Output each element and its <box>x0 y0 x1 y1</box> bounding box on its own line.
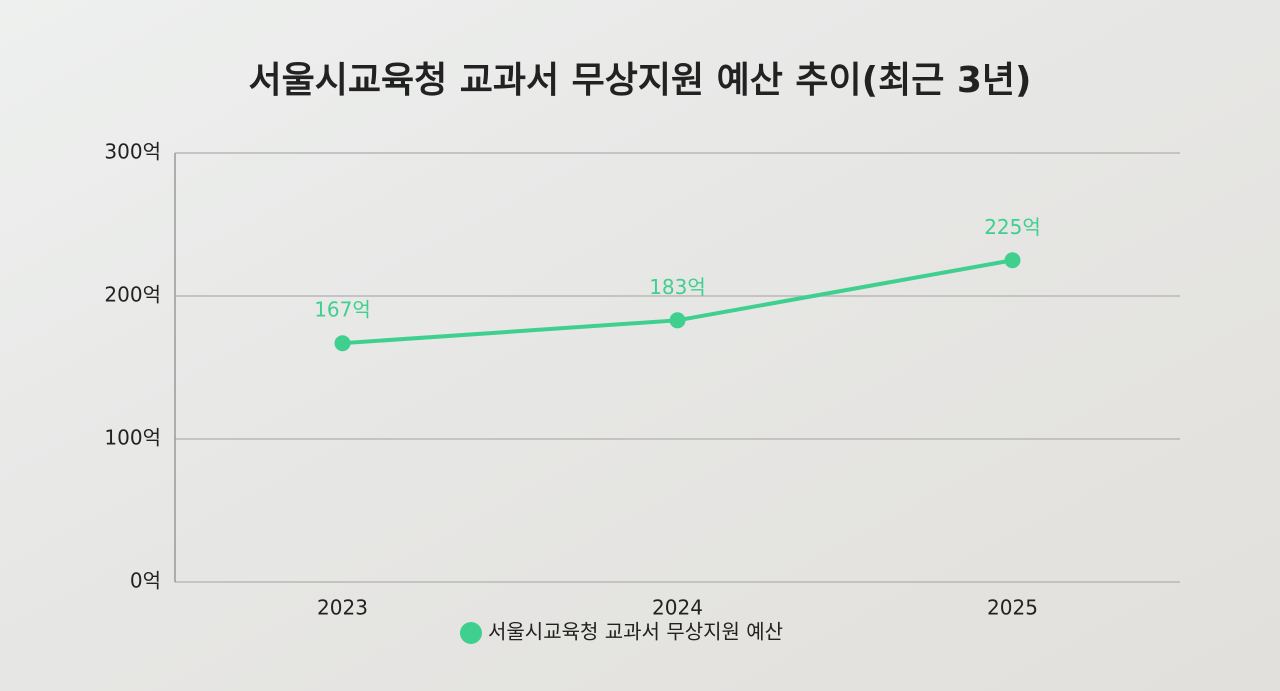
data-point <box>1004 252 1021 269</box>
legend-label: 서울시교육청 교과서 무상지원 예산 <box>488 620 783 644</box>
y-tick-label: 100억 <box>104 426 161 450</box>
y-tick-label: 0억 <box>130 569 161 593</box>
data-label: 225억 <box>984 215 1041 239</box>
x-tick-label: 2024 <box>652 596 703 620</box>
y-tick-label: 200억 <box>104 283 161 307</box>
y-tick-label: 300억 <box>104 140 161 164</box>
chart-title: 서울시교육청 교과서 무상지원 예산 추이(최근 3년) <box>248 60 1031 101</box>
data-point <box>669 312 686 329</box>
data-label: 167억 <box>314 298 371 322</box>
x-tick-label: 2025 <box>987 596 1038 620</box>
data-label: 183억 <box>649 275 706 299</box>
legend-marker <box>460 622 482 644</box>
x-tick-label: 2023 <box>317 596 368 620</box>
data-point <box>334 335 351 352</box>
